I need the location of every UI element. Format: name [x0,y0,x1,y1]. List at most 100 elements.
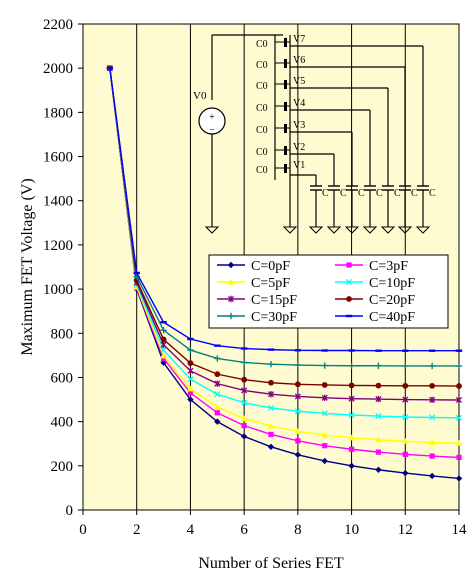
parasitic-label: C [340,188,347,199]
data-point [214,380,221,387]
node-label: V1 [293,160,305,171]
legend-item: C=10pF [335,276,415,291]
marker-shape [429,414,436,421]
y-axis: 0 200 400 600 800 1000 1200 1400 1600 1800 2000 220… [43,17,83,519]
data-point [187,396,194,403]
legend-item: C=3pF [335,259,408,274]
ground-symbol [282,226,298,234]
ground-shape [380,226,396,234]
marker-shape [346,296,352,302]
data-point [348,395,355,402]
data-point [160,355,167,362]
marker-shape [455,396,463,404]
data-point [348,462,355,470]
data-point [321,362,328,369]
marker-shape [456,454,462,461]
marker-shape [267,391,275,398]
marker-shape [402,437,409,444]
data-point [267,443,275,451]
data-point [321,431,328,438]
cap-label: C0 [256,103,268,114]
marker-shape [160,352,167,359]
x-tick-label: 14 [452,522,468,538]
node-label: V5 [293,76,305,87]
y-tick-label: 1800 [43,105,73,121]
legend-marker [227,295,235,303]
data-point [402,382,409,389]
data-point [428,362,436,370]
data-point [455,396,463,404]
data-point [267,348,275,351]
marker-shape [214,380,221,387]
marker-shape [187,337,194,341]
marker-shape [321,349,328,352]
legend-marker [345,314,353,318]
circuit-wiring: +− [198,34,431,234]
cap-label: C0 [256,165,268,176]
parasitic-label: C [358,188,365,199]
legend-marker [227,261,235,269]
data-point [267,361,275,368]
data-point [375,436,382,443]
data-point [375,362,382,369]
data-point [241,423,247,429]
y-tick-label: 1000 [43,282,73,298]
ground-symbol [326,226,342,234]
data-point [240,433,248,440]
node-label: V4 [293,98,305,109]
legend-label: C=10pF [369,276,415,291]
marker-shape [133,271,140,275]
data-point [214,403,221,410]
marker-shape [294,393,301,400]
data-point [348,434,355,441]
marker-shape [429,382,436,389]
cap-label: C0 [256,60,268,71]
data-point [375,382,382,389]
marker-shape [241,423,247,429]
marker-shape [345,314,353,318]
data-point [348,349,355,352]
data-point [214,371,221,378]
legend-item: C=15pF [217,293,297,308]
marker-shape [240,359,248,366]
marker-shape [294,361,302,369]
data-point [294,451,302,458]
data-point [187,367,194,375]
node-label: V3 [293,120,305,131]
marker-shape [214,391,221,398]
fet-gate [284,38,287,47]
parasitic-label: C [411,188,418,199]
series-line [109,68,460,387]
marker-shape [227,295,235,303]
marker-shape [268,379,274,386]
data-point [375,449,382,455]
series-line [109,68,460,401]
data-point [160,347,167,354]
marker-shape [241,376,248,383]
marker-shape [348,462,355,470]
marker-shape [428,362,436,370]
marker-shape [227,312,235,320]
marker-shape [402,451,408,457]
marker-shape [240,433,248,440]
marker-shape [268,431,274,438]
source-label: V0 [193,90,207,102]
cap-label: C0 [256,125,268,136]
marker-shape [187,346,194,354]
data-point [322,443,328,449]
y-tick-label: 800 [51,326,74,342]
marker-shape [455,475,463,482]
x-tick-label: 8 [294,522,302,538]
source-plus: + [209,112,215,123]
marker-shape [348,446,355,452]
ground-shape [326,226,342,234]
data-point [455,349,463,352]
data-point [402,362,409,370]
data-point [267,422,275,429]
fet-gate [284,124,287,133]
data-point [294,393,301,400]
data-point [294,349,302,352]
marker-shape [346,262,352,268]
data-point [187,360,194,366]
data-point [321,349,328,352]
